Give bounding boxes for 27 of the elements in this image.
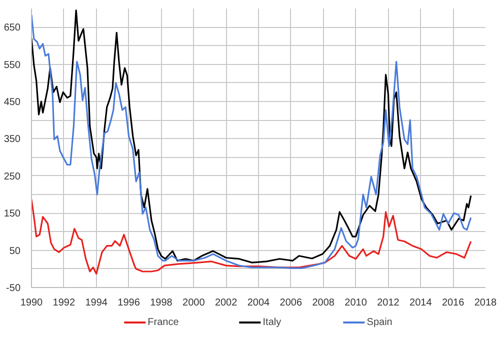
x-tick-label: 2008 [312,298,335,308]
y-tick-label: 250 [4,171,21,182]
x-tick-label: 2010 [344,298,368,308]
y-tick-label: 350 [4,134,21,146]
line-series [32,198,472,275]
y-tick-label: 50 [9,246,21,257]
x-tick-label: 2004 [247,298,270,308]
x-tick-label: 1990 [20,298,44,308]
y-tick-label: 550 [4,60,21,71]
x-tick-label: 1994 [85,298,108,308]
y-tick-label: 650 [4,22,21,34]
legend-label: Italy [262,316,282,328]
x-tick-label: 2018 [474,298,498,308]
x-tick-label: 1992 [52,298,76,308]
x-tick-label: 2006 [280,298,302,308]
x-tick-label: 2002 [214,298,238,308]
legend-label: Spain [366,316,392,328]
y-tick-label: 450 [4,97,21,108]
y-tick-label: -50 [6,283,21,294]
x-tick-label: 2016 [442,298,465,308]
x-tick-label: 2014 [410,298,432,308]
x-tick-label: 1998 [150,298,173,308]
x-tick-label: 1996 [118,298,140,308]
x-tick-label: 2000 [182,298,206,308]
x-tick-label: 2012 [377,298,400,308]
legend-label: France [148,316,179,328]
y-tick-label: 150 [4,208,21,220]
